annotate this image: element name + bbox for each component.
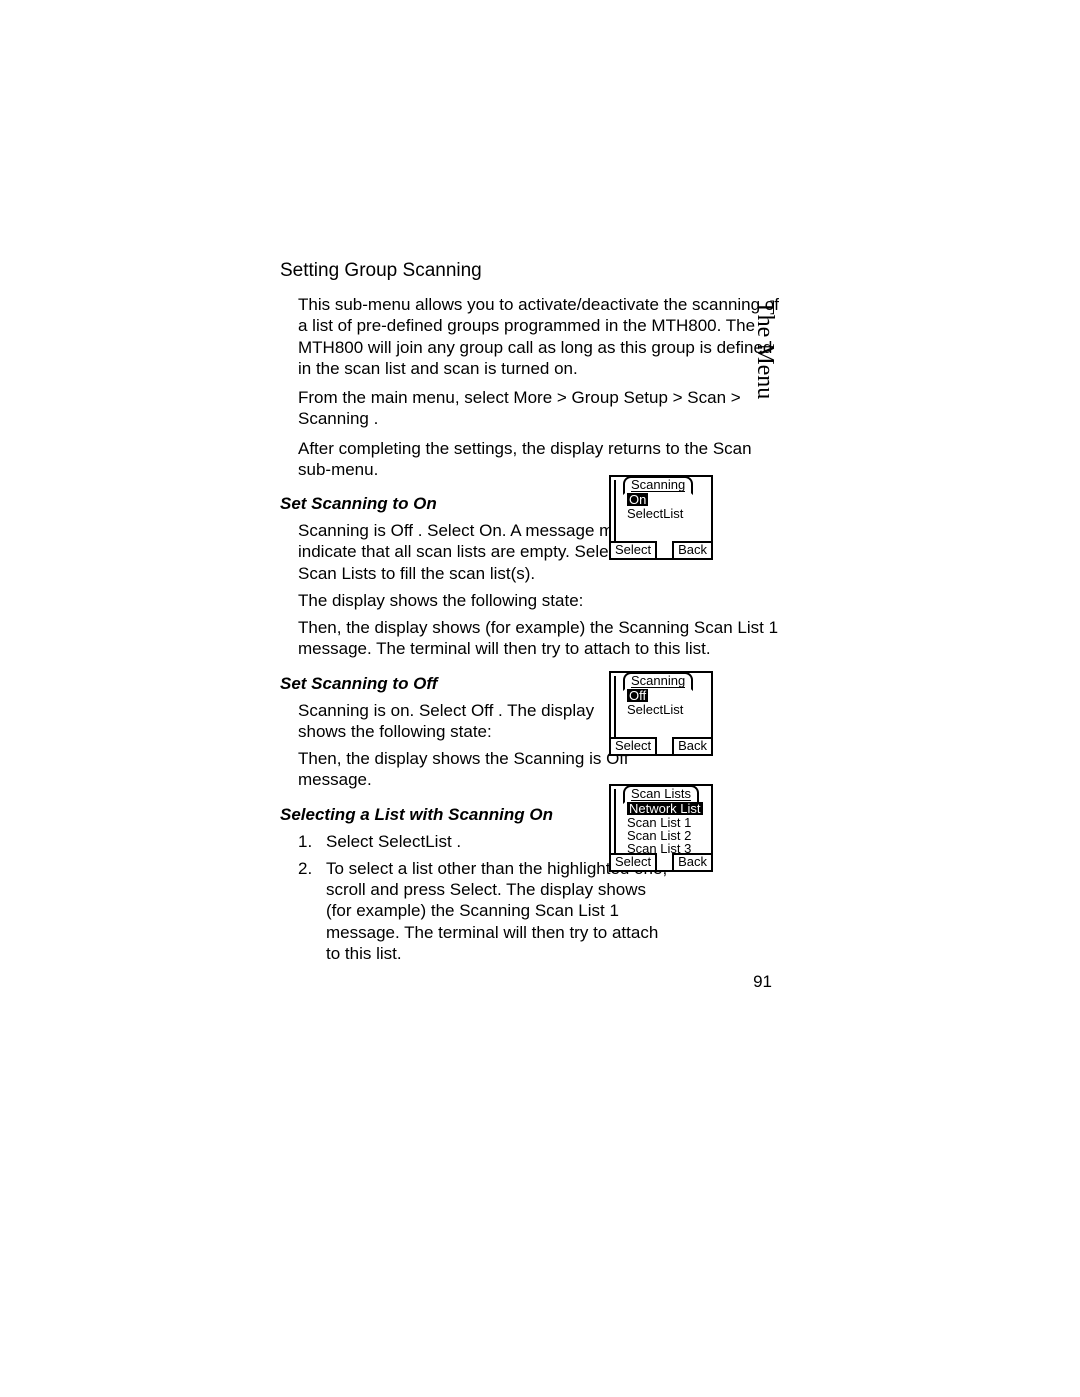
page-number: 91 xyxy=(753,972,772,992)
paragraph: Scanning is on. Select Off . The display… xyxy=(280,700,638,743)
paragraph: Then, the display shows (for example) th… xyxy=(280,617,780,660)
screen-body: Off SelectList xyxy=(627,689,705,716)
step-text: To select a list other than the highligh… xyxy=(326,858,668,964)
paragraph: From the main menu, select More > Group … xyxy=(280,387,780,430)
side-section-label: The Menu xyxy=(751,300,778,399)
softkey-row: Select Back xyxy=(609,541,713,560)
menu-item-highlighted: Network List xyxy=(627,802,703,815)
paragraph: After completing the settings, the displ… xyxy=(280,438,780,481)
screen-title: Scanning xyxy=(631,478,685,492)
softkey-right: Back xyxy=(672,737,713,756)
softkey-row: Select Back xyxy=(609,737,713,756)
step-text: Select SelectList . xyxy=(326,831,461,852)
device-screen-scanning-off: Scanning Off SelectList Select Back xyxy=(609,671,713,756)
screen-line: Off xyxy=(627,689,705,703)
ordered-step: 2. To select a list other than the highl… xyxy=(280,858,668,964)
screen-title: Scan Lists xyxy=(631,787,691,801)
step-number: 1. xyxy=(298,831,326,852)
device-screen-scan-lists: Scan Lists Network List Scan List 1 Scan… xyxy=(609,784,713,872)
menu-item: SelectList xyxy=(627,507,705,520)
screen-body: On SelectList xyxy=(627,493,705,520)
screen-title: Scanning xyxy=(631,674,685,688)
section-heading: Setting Group Scanning xyxy=(280,260,780,282)
paragraph: Then, the display shows the Scanning is … xyxy=(280,748,638,791)
softkey-row: Select Back xyxy=(609,853,713,872)
softkey-left: Select xyxy=(609,737,657,756)
page: The Menu Setting Group Scanning This sub… xyxy=(0,0,1080,1397)
menu-item-highlighted: Off xyxy=(627,689,648,702)
softkey-left: Select xyxy=(609,541,657,560)
screen-line: On xyxy=(627,493,705,507)
device-screen-scanning-on: Scanning On SelectList Select Back xyxy=(609,475,713,560)
paragraph: The display shows the following state: xyxy=(280,590,638,611)
paragraph: Scanning is Off . Select On. A message m… xyxy=(280,520,638,584)
step-number: 2. xyxy=(298,858,326,964)
menu-item: SelectList xyxy=(627,703,705,716)
screen-body: Network List Scan List 1 Scan List 2 Sca… xyxy=(627,802,705,855)
softkey-right: Back xyxy=(672,853,713,872)
softkey-left: Select xyxy=(609,853,657,872)
menu-item-highlighted: On xyxy=(627,493,648,506)
paragraph: This sub-menu allows you to activate/dea… xyxy=(280,294,780,379)
screen-line: Network List xyxy=(627,802,705,816)
softkey-right: Back xyxy=(672,541,713,560)
